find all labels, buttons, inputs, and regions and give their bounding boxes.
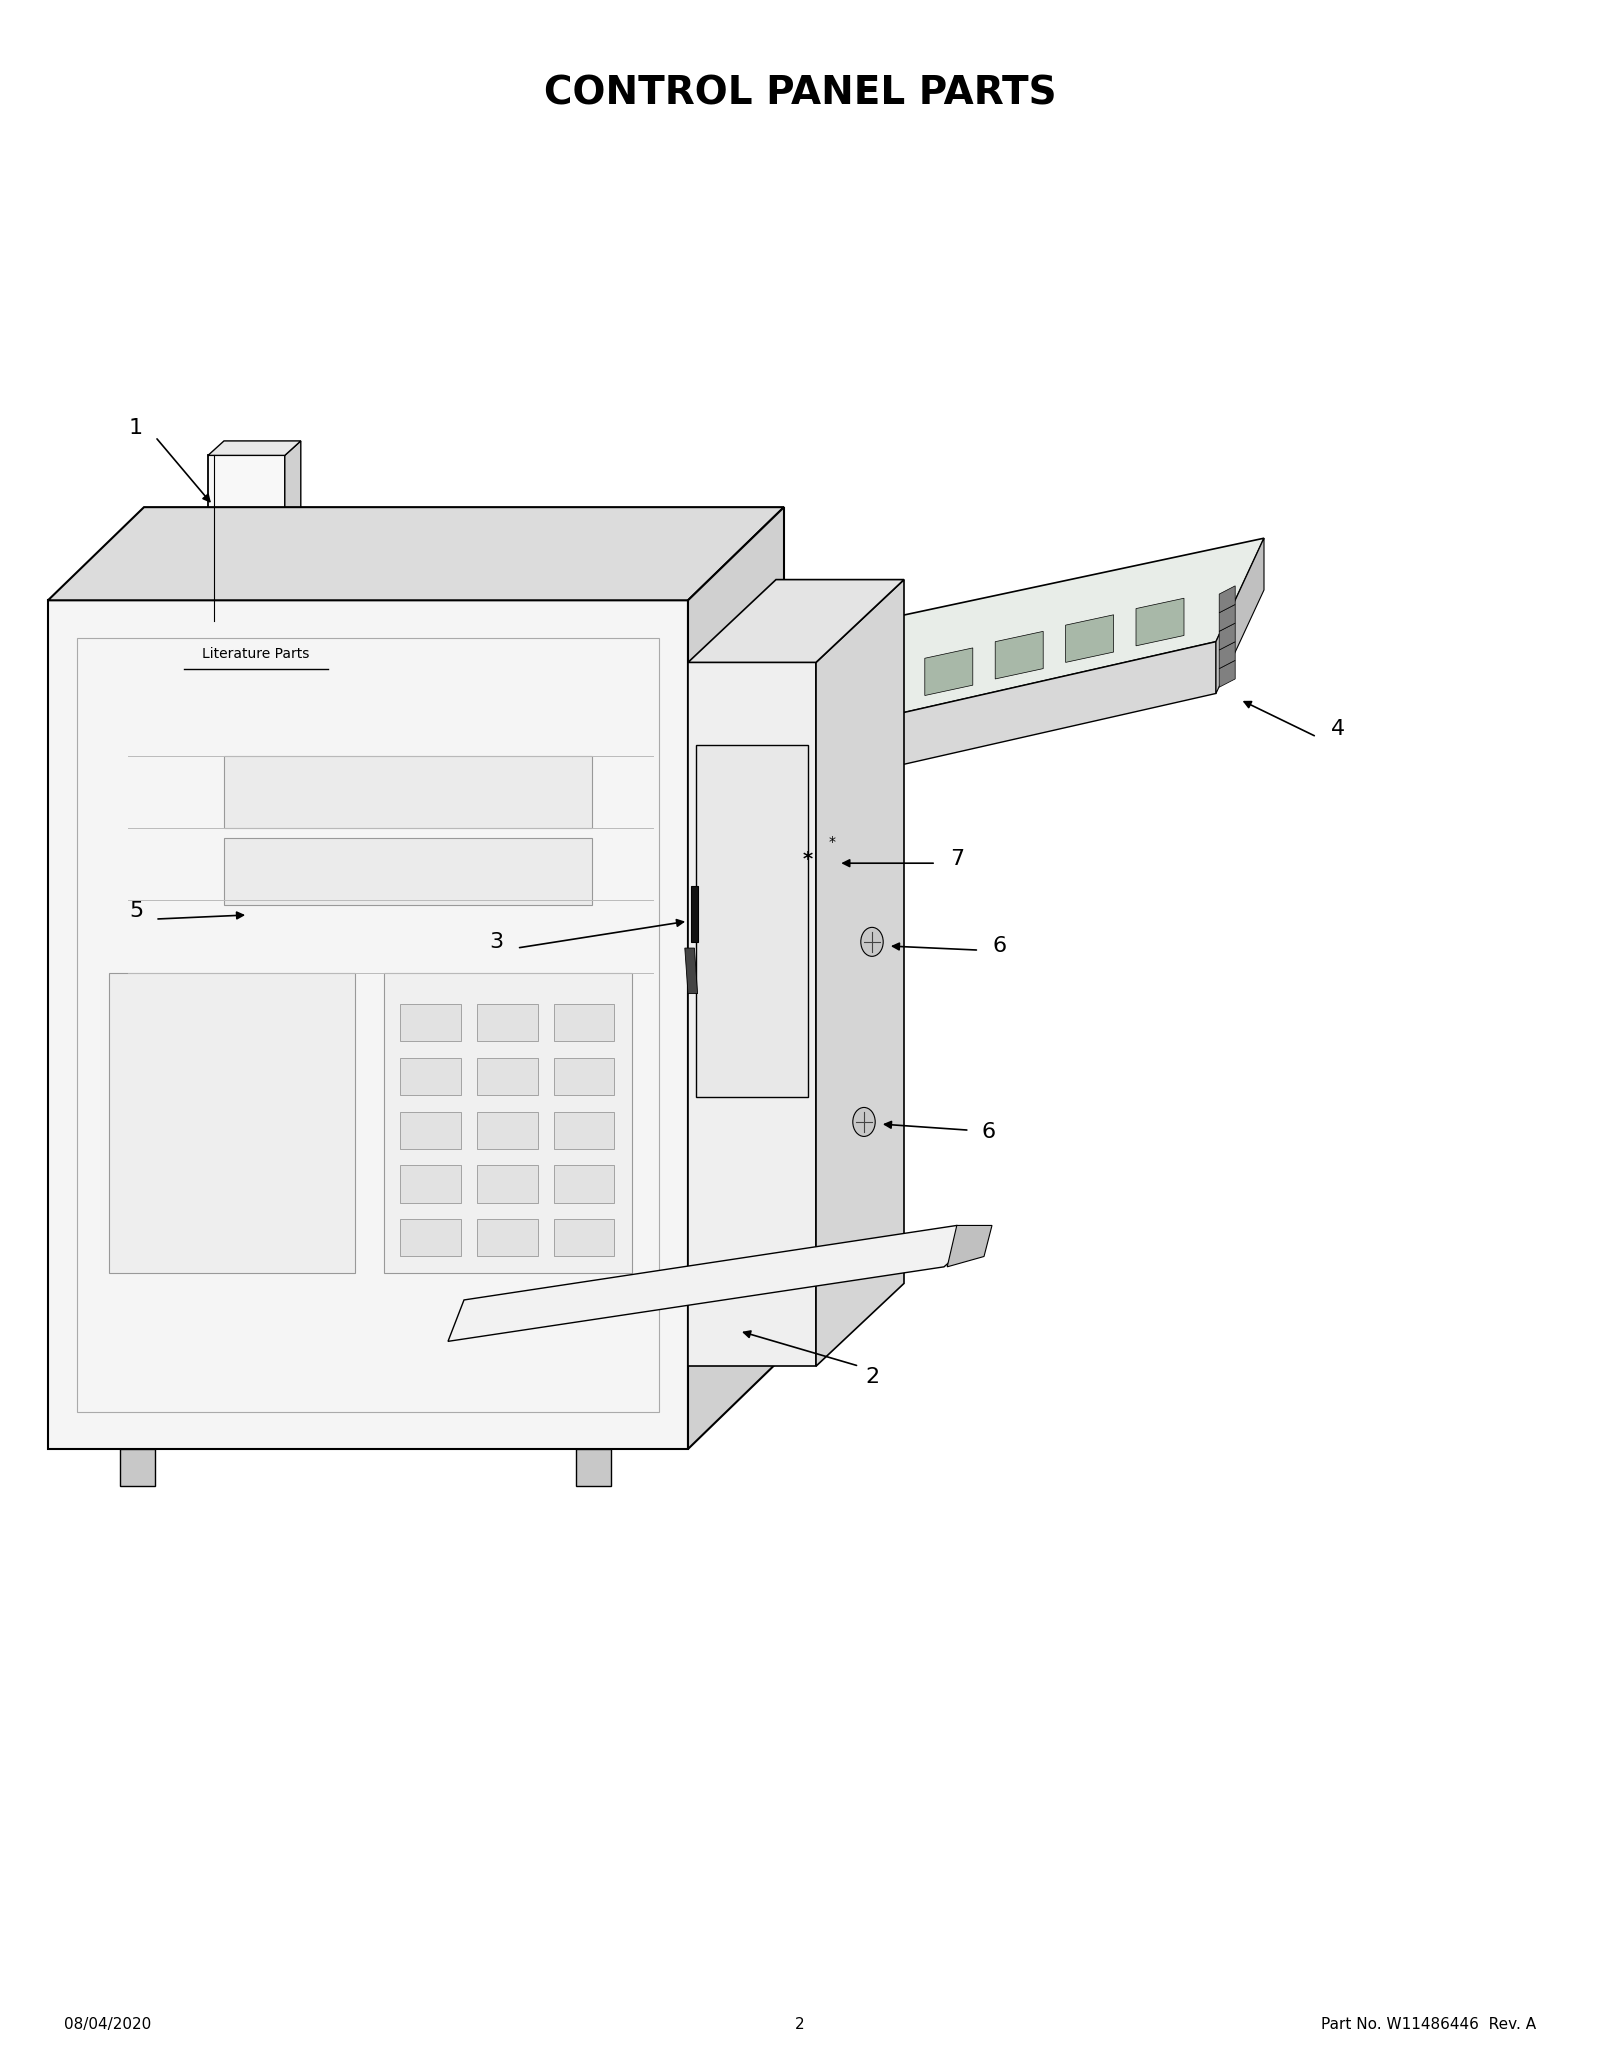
Polygon shape (760, 635, 808, 797)
Polygon shape (208, 441, 301, 455)
Polygon shape (685, 948, 698, 994)
Polygon shape (448, 1225, 968, 1341)
Polygon shape (224, 756, 592, 828)
Polygon shape (744, 741, 760, 768)
Text: 7: 7 (950, 849, 963, 869)
Polygon shape (691, 886, 698, 942)
Polygon shape (925, 648, 973, 696)
Polygon shape (784, 681, 832, 729)
Circle shape (853, 1107, 875, 1136)
Text: 2: 2 (795, 2016, 805, 2033)
Text: 6: 6 (994, 936, 1006, 956)
Polygon shape (224, 838, 592, 905)
Polygon shape (554, 1004, 614, 1041)
Polygon shape (48, 600, 688, 1449)
Polygon shape (1136, 598, 1184, 646)
Text: 1: 1 (130, 418, 142, 439)
Text: 5: 5 (130, 900, 142, 921)
Circle shape (861, 927, 883, 956)
Polygon shape (1219, 660, 1235, 687)
Polygon shape (477, 1004, 538, 1041)
Polygon shape (48, 507, 784, 600)
Polygon shape (1219, 604, 1235, 631)
Polygon shape (688, 507, 784, 1449)
Polygon shape (554, 1219, 614, 1256)
Polygon shape (744, 770, 760, 797)
Polygon shape (744, 756, 760, 782)
Text: 2: 2 (866, 1366, 878, 1387)
Polygon shape (384, 973, 632, 1273)
Polygon shape (688, 662, 816, 1366)
Polygon shape (688, 580, 904, 662)
Polygon shape (947, 1225, 992, 1267)
Polygon shape (696, 745, 808, 1097)
Polygon shape (1066, 615, 1114, 662)
Polygon shape (554, 1165, 614, 1203)
Text: CONTROL PANEL PARTS: CONTROL PANEL PARTS (544, 75, 1056, 112)
Polygon shape (554, 1058, 614, 1095)
Polygon shape (477, 1112, 538, 1149)
Text: 3: 3 (490, 932, 502, 952)
Polygon shape (120, 1449, 155, 1486)
Polygon shape (400, 1112, 461, 1149)
Text: 08/04/2020: 08/04/2020 (64, 2016, 152, 2033)
Polygon shape (208, 455, 285, 621)
Polygon shape (400, 1165, 461, 1203)
Polygon shape (854, 664, 902, 712)
Polygon shape (554, 1112, 614, 1149)
Polygon shape (816, 580, 904, 1366)
Polygon shape (1216, 538, 1264, 693)
Text: *: * (803, 849, 813, 869)
Polygon shape (400, 1058, 461, 1095)
Text: 4: 4 (1331, 718, 1344, 739)
Polygon shape (576, 1449, 611, 1486)
Polygon shape (477, 1165, 538, 1203)
Polygon shape (285, 441, 301, 621)
Polygon shape (1219, 586, 1235, 613)
Polygon shape (744, 727, 760, 753)
Text: Literature Parts: Literature Parts (202, 648, 310, 660)
Polygon shape (760, 642, 1216, 797)
Polygon shape (477, 1219, 538, 1256)
Polygon shape (1219, 623, 1235, 650)
Polygon shape (760, 538, 1264, 745)
Polygon shape (109, 973, 355, 1273)
Text: 6: 6 (982, 1122, 995, 1143)
Polygon shape (400, 1219, 461, 1256)
Text: Part No. W11486446  Rev. A: Part No. W11486446 Rev. A (1322, 2016, 1536, 2033)
Polygon shape (477, 1058, 538, 1095)
Polygon shape (400, 1004, 461, 1041)
Polygon shape (995, 631, 1043, 679)
Text: *: * (829, 836, 835, 849)
Polygon shape (1219, 642, 1235, 669)
